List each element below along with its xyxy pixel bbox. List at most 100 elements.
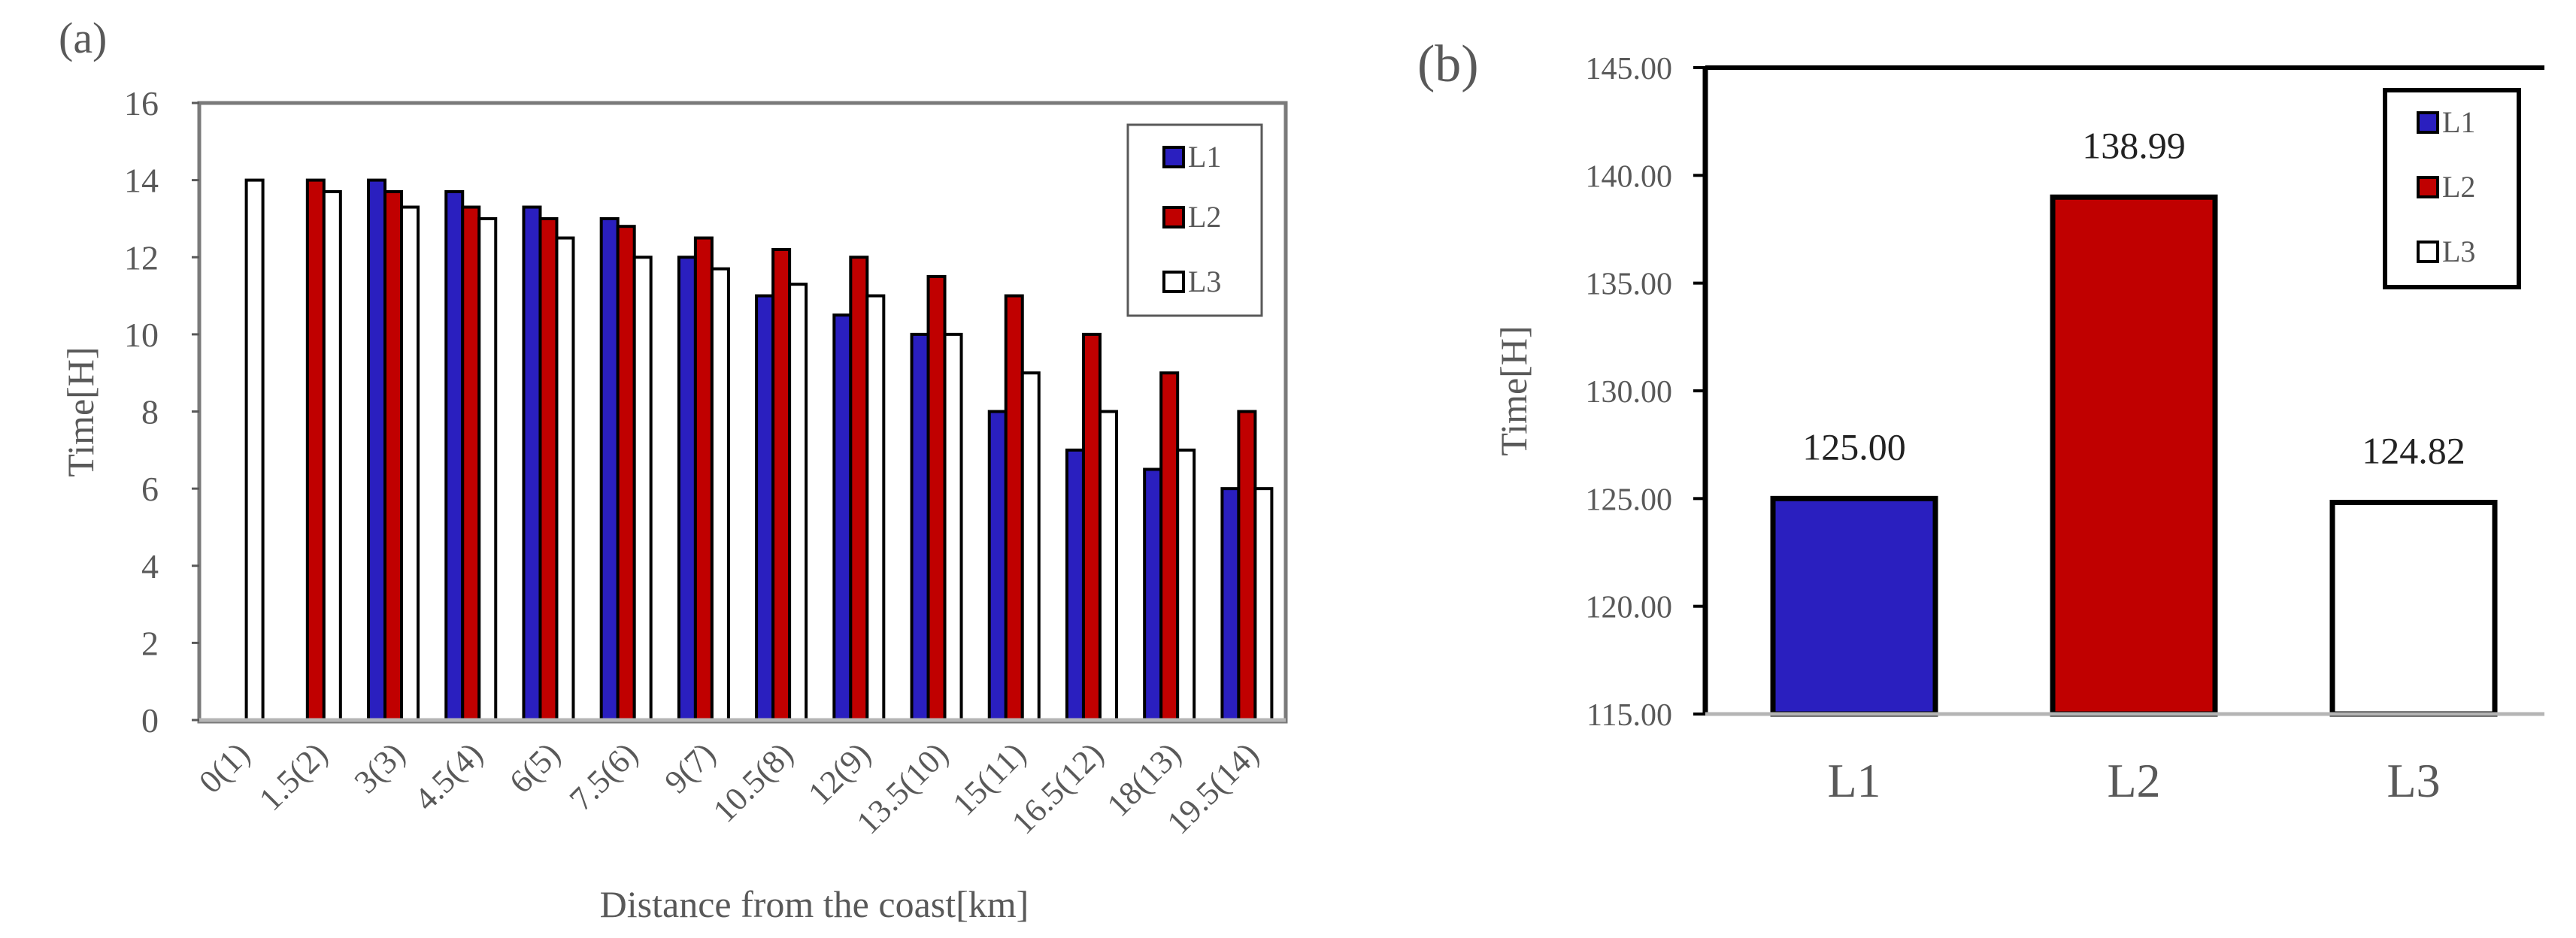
bar-a-L3 bbox=[555, 236, 575, 722]
bar-a-L1 bbox=[1143, 467, 1163, 722]
bar-a-L2 bbox=[1237, 410, 1257, 722]
bar-a-L2 bbox=[461, 205, 481, 722]
data-label-b: 124.82 bbox=[2362, 429, 2465, 471]
legend-label-b-L2: L2 bbox=[2442, 170, 2475, 204]
bar-b-L1 bbox=[1770, 495, 1938, 717]
x-axis-title-a: Distance from the coast[km] bbox=[600, 883, 1029, 925]
bar-a-L2 bbox=[1004, 294, 1024, 722]
bar-a-L1 bbox=[599, 216, 620, 722]
bar-a-L2 bbox=[1159, 371, 1180, 722]
bar-a-L2 bbox=[926, 274, 947, 722]
bar-a-L1 bbox=[677, 256, 697, 722]
bar-b-L3 bbox=[2329, 499, 2498, 717]
y-tick-label-a: 2 bbox=[141, 624, 159, 662]
x-tick-label-a: 10.5(8) bbox=[706, 735, 800, 829]
y-axis-title-a: Time[H] bbox=[59, 346, 102, 477]
x-tick-label-a: 7.5(6) bbox=[562, 735, 645, 818]
bar-a-L1 bbox=[1065, 448, 1085, 722]
bar-a-L3 bbox=[943, 332, 963, 722]
y-tick-label-a: 10 bbox=[124, 316, 159, 354]
y-tick-label-b: 135.00 bbox=[1586, 268, 1673, 302]
bar-a-L3 bbox=[710, 267, 730, 722]
bar-a-L3 bbox=[1098, 410, 1118, 722]
bar-a-L2 bbox=[538, 216, 559, 722]
bar-a-L1 bbox=[522, 205, 542, 722]
legend-label-a-L3: L3 bbox=[1188, 265, 1221, 298]
x-tick-labels-b: L1 L2 L3 bbox=[1827, 754, 2440, 807]
legend-swatch-a-L2 bbox=[1162, 206, 1185, 228]
x-tick-label-a: 4.5(4) bbox=[407, 735, 489, 818]
plot-frame-a bbox=[197, 101, 1288, 724]
bar-b-L2 bbox=[2050, 194, 2218, 717]
y-tick-label-a: 8 bbox=[141, 393, 159, 431]
x-tick-label-a: 9(7) bbox=[657, 735, 722, 800]
legend-a: L1 L2 L3 bbox=[1126, 123, 1263, 317]
bars-a bbox=[244, 178, 1274, 722]
legend-swatch-b-L2 bbox=[2417, 176, 2439, 198]
y-tick-label-a: 6 bbox=[141, 470, 159, 508]
bar-a-L1 bbox=[1220, 487, 1241, 722]
x-tick-labels-a: 0(1)1.5(2) 3(3)4.5(4) 6(5)7.5(6) 9(7)10.5(8… bbox=[192, 735, 1265, 841]
x-tick-label-b: L2 bbox=[2107, 754, 2160, 807]
bar-a-L2 bbox=[616, 225, 636, 722]
bar-a-L3 bbox=[322, 190, 342, 722]
y-tick-label-b: 125.00 bbox=[1586, 483, 1673, 517]
legend-label-a-L1: L1 bbox=[1188, 140, 1221, 174]
bar-a-L3 bbox=[1020, 371, 1041, 722]
legend-b: L1 L2 L3 bbox=[2383, 88, 2521, 289]
legend-box-b bbox=[2383, 88, 2521, 289]
data-label-b: 125.00 bbox=[1802, 425, 1906, 467]
legend-swatch-a-L3 bbox=[1162, 271, 1185, 293]
legend-swatch-a-L1 bbox=[1162, 146, 1185, 168]
bar-a-L3 bbox=[788, 283, 808, 722]
chart-b: (b) 115.00 120.00 125.00 130.00 135.00 140.00… bbox=[1417, 35, 2544, 807]
bar-a-L2 bbox=[849, 256, 869, 722]
bar-a-L1 bbox=[367, 178, 387, 722]
legend-swatch-b-L3 bbox=[2417, 241, 2439, 263]
y-tick-label-a: 14 bbox=[124, 162, 159, 200]
bar-a-L1 bbox=[910, 332, 930, 722]
y-ticks-a: 0 2 4 6 8 10 12 14 16 bbox=[124, 84, 199, 740]
x-tick-label-a: 3(3) bbox=[347, 735, 412, 800]
y-tick-label-b: 145.00 bbox=[1586, 52, 1673, 86]
data-labels-b: 125.00 138.99 124.82 bbox=[1802, 124, 2465, 471]
x-tick-label-a: 1.5(2) bbox=[252, 735, 335, 818]
legend-label-b-L3: L3 bbox=[2442, 234, 2475, 268]
bar-a-L1 bbox=[444, 190, 465, 722]
y-tick-label-a: 12 bbox=[124, 238, 159, 277]
bar-a-L3 bbox=[865, 294, 886, 722]
bar-a-L2 bbox=[693, 236, 714, 722]
bar-a-L1 bbox=[987, 410, 1008, 722]
chart-a: (a) 0 2 4 6 8 10 12 14 16 0(1)1.5(2) 3(3)4.5(4) 6(… bbox=[59, 14, 1288, 925]
y-tick-label-a: 16 bbox=[124, 84, 159, 123]
bar-a-L2 bbox=[383, 190, 404, 722]
legend-box-a bbox=[1126, 123, 1263, 317]
y-tick-label-a: 0 bbox=[141, 701, 159, 740]
bar-a-L1 bbox=[832, 313, 853, 722]
y-tick-label-b: 130.00 bbox=[1586, 375, 1673, 410]
bar-a-L3 bbox=[1253, 487, 1274, 722]
x-tick-label-b: L1 bbox=[1827, 754, 1880, 807]
bar-a-L3 bbox=[400, 205, 420, 722]
bars-b bbox=[1770, 194, 2498, 717]
y-axis-title-b: Time[H] bbox=[1493, 325, 1535, 455]
bar-a-L1 bbox=[755, 294, 775, 722]
data-label-b: 138.99 bbox=[2082, 124, 2186, 166]
bar-a-L3 bbox=[244, 178, 265, 722]
y-tick-label-a: 4 bbox=[141, 547, 159, 585]
legend-label-b-L1: L1 bbox=[2442, 105, 2475, 139]
bar-a-L2 bbox=[1081, 332, 1102, 722]
bar-a-L2 bbox=[771, 247, 792, 722]
bar-a-L2 bbox=[305, 178, 326, 722]
y-ticks-b: 115.00 120.00 125.00 130.00 135.00 140.00 145.… bbox=[1586, 52, 1705, 733]
legend-swatch-b-L1 bbox=[2417, 111, 2439, 134]
y-tick-label-b: 120.00 bbox=[1586, 591, 1673, 625]
x-tick-label-a: 6(5) bbox=[502, 735, 567, 800]
legend-label-a-L2: L2 bbox=[1188, 200, 1221, 234]
x-tick-label-a: 0(1) bbox=[192, 735, 256, 800]
panel-label-b: (b) bbox=[1417, 35, 1479, 93]
panel-label-a: (a) bbox=[59, 14, 107, 62]
y-tick-label-b: 115.00 bbox=[1587, 698, 1672, 733]
bar-a-L3 bbox=[1176, 448, 1196, 722]
